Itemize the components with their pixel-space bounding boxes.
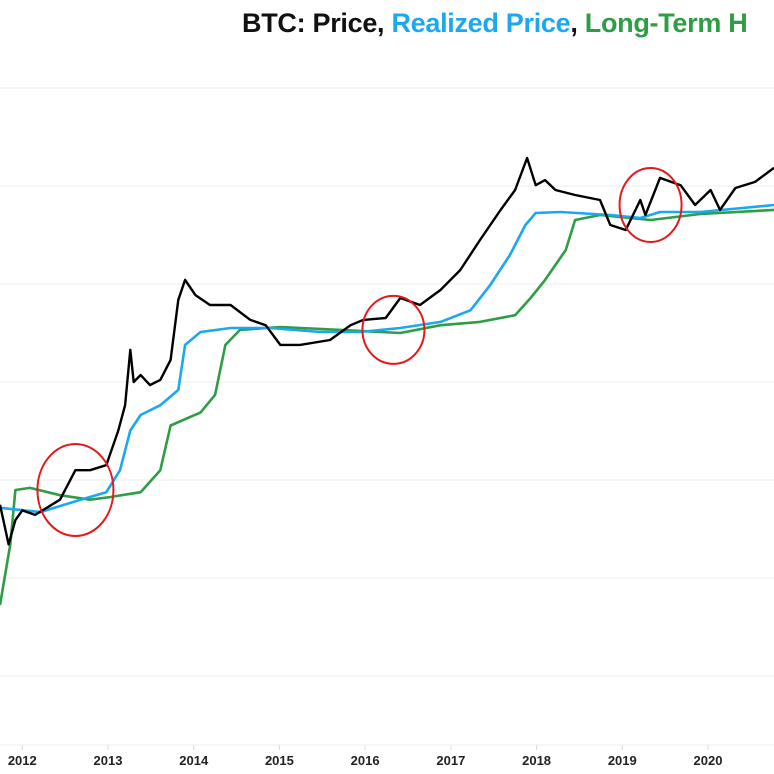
chart-title: BTC: Price, Realized Price, Long-Term H [242, 8, 748, 39]
x-tick-label: 2018 [522, 753, 551, 768]
series-line-price [0, 156, 774, 546]
series-lines [0, 156, 774, 606]
x-axis: 2012201320142015201620172018201920202 [0, 744, 774, 768]
title-lth: Long-Term H [584, 8, 748, 38]
x-tick-label: 2012 [8, 753, 37, 768]
x-tick-label: 2017 [436, 753, 465, 768]
title-price: BTC: Price, [242, 8, 392, 38]
x-tick-label: 2019 [608, 753, 637, 768]
series-line-realized [0, 203, 774, 514]
annotation-circle [618, 166, 683, 243]
annotation-circle [36, 443, 115, 538]
annotations [36, 166, 683, 538]
annotation-circle [361, 294, 426, 365]
title-sep: , [570, 8, 585, 38]
series-line-lth [0, 208, 774, 606]
x-tick-label: 2020 [694, 753, 723, 768]
x-tick-label: 2016 [351, 753, 380, 768]
x-tick-label: 2013 [94, 753, 123, 768]
x-tick-label: 2015 [265, 753, 294, 768]
title-realized-price: Realized Price [391, 8, 571, 38]
gridlines [0, 87, 774, 677]
x-tick-label: 2014 [179, 753, 209, 768]
